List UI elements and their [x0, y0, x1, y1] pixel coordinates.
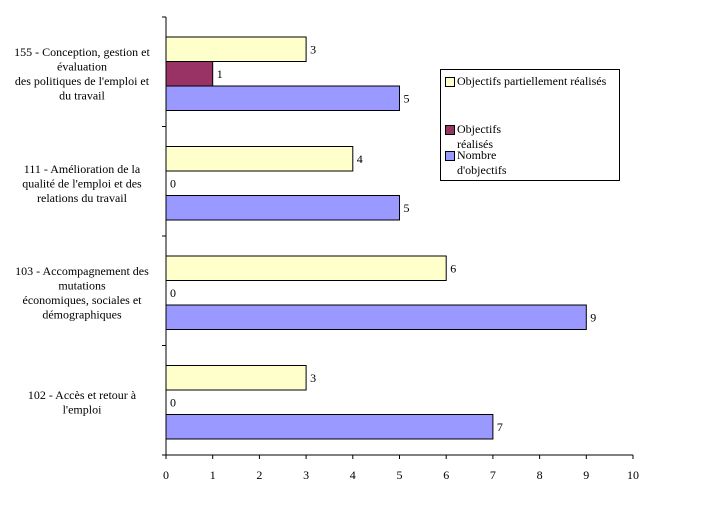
legend-label: Objectifs réalisés: [457, 122, 501, 151]
data-label: 6: [450, 261, 456, 275]
bar: [165, 304, 587, 330]
x-tick-label: 7: [490, 468, 496, 482]
x-tick-label: 4: [350, 468, 356, 482]
category-label: économiques, sociales et: [23, 293, 143, 307]
legend-label: Objectifs partiellement réalisés: [457, 74, 607, 88]
x-tick-label: 3: [303, 468, 309, 482]
x-tick-label: 10: [627, 468, 639, 482]
legend-item: Objectifs partiellement réalisés: [445, 74, 606, 89]
bar: [165, 365, 307, 391]
legend-label: Nombre d'objectifs: [457, 148, 507, 177]
category-label: l'emploi: [63, 403, 102, 417]
legend-item: Objectifs réalisés: [445, 122, 501, 152]
legend-swatch: [445, 151, 455, 161]
category-label: évaluation: [57, 60, 107, 74]
category-label: 111 - Amélioration de la: [24, 162, 141, 176]
data-label: 3: [310, 371, 316, 385]
x-tick-label: 8: [537, 468, 543, 482]
bar: [165, 146, 354, 172]
bar: [165, 85, 400, 111]
data-label: 3: [310, 42, 316, 56]
data-label: 5: [404, 201, 410, 215]
category-label: démographiques: [42, 308, 122, 322]
category-label: qualité de l'emploi et des: [22, 176, 142, 190]
category-label: 155 - Conception, gestion et: [14, 45, 150, 59]
data-label: 7: [497, 420, 503, 434]
category-label: mutations: [58, 279, 106, 293]
data-label: 9: [590, 310, 596, 324]
category-label: des politiques de l'emploi et: [15, 74, 150, 88]
x-tick-label: 5: [397, 468, 403, 482]
bar: [165, 61, 214, 87]
legend-item: Nombre d'objectifs: [445, 148, 506, 178]
category-label: du travail: [59, 89, 105, 103]
bar: [165, 414, 494, 440]
legend-swatch: [445, 125, 455, 135]
category-label: relations du travail: [37, 191, 128, 205]
legend-swatch: [445, 77, 455, 87]
data-label: 4: [357, 152, 363, 166]
data-label: 1: [217, 67, 223, 81]
category-label: 102 - Accès et retour à: [28, 388, 137, 402]
data-label: 0: [170, 176, 176, 190]
bar: [165, 36, 307, 62]
x-tick-label: 0: [163, 468, 169, 482]
x-tick-label: 9: [583, 468, 589, 482]
x-tick-label: 6: [443, 468, 449, 482]
data-label: 5: [404, 91, 410, 105]
data-label: 0: [170, 286, 176, 300]
legend: Objectifs partiellement réalisés Objectif…: [440, 69, 620, 181]
category-label: 103 - Accompagnement des: [15, 264, 149, 278]
x-tick-label: 1: [210, 468, 216, 482]
data-label: 0: [170, 395, 176, 409]
x-tick-label: 2: [256, 468, 262, 482]
bar: [165, 195, 400, 221]
bar: [165, 255, 447, 281]
